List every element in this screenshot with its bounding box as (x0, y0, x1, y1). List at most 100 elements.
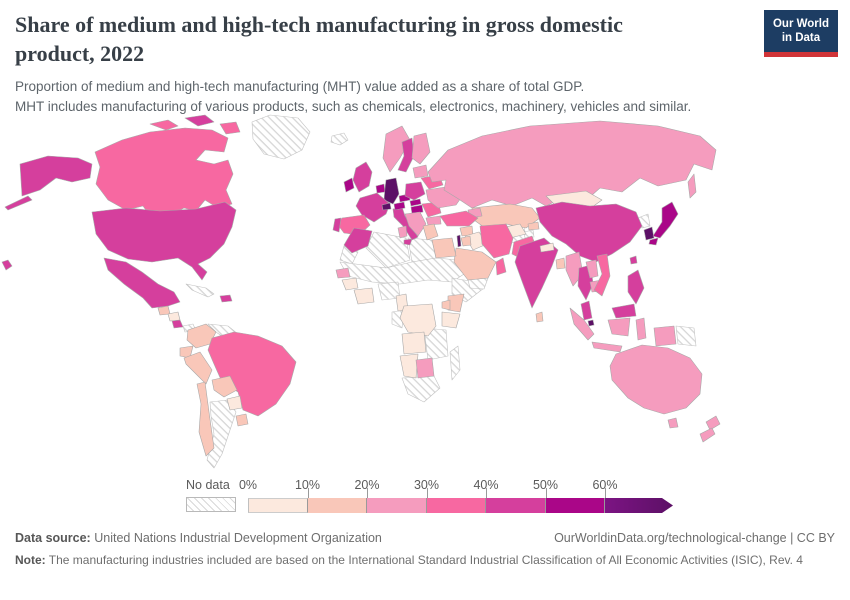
legend-bin-50-60[interactable] (545, 498, 605, 513)
country-canada[interactable] (94, 127, 234, 217)
country-algeria[interactable] (365, 231, 411, 269)
country-tunisia[interactable] (397, 225, 408, 239)
country-south-korea[interactable] (643, 226, 655, 241)
legend-bin-0-10[interactable] (248, 498, 308, 513)
country-guatemala[interactable] (157, 305, 171, 316)
country-peru[interactable] (183, 351, 213, 385)
country-mexico[interactable] (103, 257, 181, 309)
country-balkans[interactable] (404, 211, 427, 237)
country-austria[interactable] (393, 201, 406, 211)
country-papua-new-guinea[interactable] (675, 325, 697, 347)
country-russia-sakhalin[interactable] (687, 173, 697, 199)
country-kyrgyzstan[interactable] (527, 221, 540, 231)
country-dr-congo[interactable] (399, 303, 437, 337)
country-italy[interactable] (392, 206, 419, 241)
country-china[interactable] (535, 201, 643, 263)
country-bolivia[interactable] (211, 375, 238, 398)
country-ghana-ivory-coast[interactable] (353, 287, 375, 305)
country-norway[interactable] (382, 125, 411, 173)
country-baltics[interactable] (412, 164, 429, 179)
country-greece[interactable] (422, 223, 439, 241)
country-malaysia[interactable] (580, 300, 593, 321)
country-poland[interactable] (404, 181, 426, 201)
country-japan-kyushu[interactable] (648, 237, 659, 246)
legend-bin-60-plus[interactable] (605, 498, 673, 513)
country-benelux[interactable] (375, 183, 386, 194)
legend-bin-20-30[interactable] (367, 498, 427, 513)
country-egypt[interactable] (431, 237, 457, 259)
country-finland[interactable] (411, 132, 431, 165)
country-angola[interactable] (401, 331, 427, 355)
country-canada-arctic-3[interactable] (219, 121, 241, 135)
country-indonesia-papua[interactable] (653, 325, 677, 347)
country-hawaii[interactable] (1, 259, 13, 271)
country-slovakia[interactable] (409, 198, 422, 207)
country-jordan[interactable] (460, 235, 472, 247)
legend-bin-30-40[interactable] (426, 498, 486, 513)
country-guinea[interactable] (341, 277, 359, 291)
country-costa-rica[interactable] (171, 319, 184, 329)
country-bulgaria[interactable] (425, 215, 442, 226)
country-laos[interactable] (585, 259, 599, 279)
country-kenya[interactable] (447, 293, 465, 313)
country-alaska-aleutians[interactable] (4, 195, 33, 211)
country-sri-lanka[interactable] (535, 311, 544, 323)
country-india[interactable] (514, 237, 559, 309)
country-malaysia-borneo[interactable] (611, 303, 637, 319)
country-sicily[interactable] (403, 238, 413, 246)
country-iran[interactable] (479, 223, 514, 259)
country-canada-arctic-2[interactable] (184, 114, 215, 127)
country-senegal[interactable] (335, 267, 351, 279)
country-greenland[interactable] (251, 114, 311, 160)
country-indonesia-java[interactable] (591, 341, 623, 353)
country-switzerland[interactable] (381, 202, 392, 211)
legend-no-data-swatch[interactable] (186, 497, 236, 512)
country-chile[interactable] (196, 381, 215, 457)
country-tasmania[interactable] (667, 417, 679, 429)
country-south-africa[interactable] (401, 375, 441, 403)
country-nepal[interactable] (539, 242, 555, 253)
country-morocco[interactable] (343, 227, 373, 254)
country-brazil[interactable] (207, 331, 297, 417)
country-indonesia-kalimantan[interactable] (607, 317, 631, 337)
owid-link[interactable]: OurWorldinData.org/technological-change … (554, 531, 835, 545)
country-zambia-mozambique[interactable] (423, 327, 449, 361)
country-new-zealand-north[interactable] (705, 415, 721, 431)
legend-bin-40-50[interactable] (486, 498, 546, 513)
country-canada-arctic-1[interactable] (149, 119, 179, 131)
country-saudi-arabia[interactable] (453, 247, 497, 281)
country-cuba[interactable] (185, 283, 215, 298)
country-uruguay[interactable] (235, 413, 249, 427)
country-madagascar[interactable] (449, 345, 461, 381)
country-japan[interactable] (652, 201, 679, 239)
country-united-states[interactable] (91, 201, 237, 281)
country-new-zealand-south[interactable] (699, 427, 716, 443)
country-indonesia-sulawesi[interactable] (635, 317, 647, 341)
country-oman[interactable] (495, 257, 507, 276)
country-namibia[interactable] (399, 353, 419, 379)
country-bangladesh[interactable] (555, 257, 566, 270)
country-taiwan[interactable] (629, 255, 638, 265)
country-israel[interactable] (456, 234, 462, 248)
legend-bin-10-20[interactable] (307, 498, 367, 513)
country-alaska[interactable] (19, 155, 93, 197)
country-sahel-band[interactable] (339, 257, 465, 285)
country-sweden[interactable] (397, 137, 415, 173)
country-uganda[interactable] (441, 299, 451, 311)
country-ireland[interactable] (343, 177, 355, 193)
country-portugal[interactable] (332, 217, 342, 233)
country-tanzania[interactable] (441, 311, 461, 329)
country-botswana[interactable] (415, 357, 435, 379)
country-indonesia-sumatra[interactable] (569, 307, 595, 341)
country-vietnam[interactable] (593, 253, 611, 297)
country-singapore[interactable] (587, 319, 595, 327)
country-turkey[interactable] (439, 210, 479, 227)
country-france[interactable] (355, 192, 391, 223)
country-dominican-republic[interactable] (219, 294, 233, 303)
country-russia[interactable] (427, 120, 717, 209)
country-germany[interactable] (383, 177, 400, 205)
country-australia[interactable] (609, 344, 703, 415)
country-philippines[interactable] (627, 269, 645, 305)
country-iceland[interactable] (330, 132, 349, 146)
country-united-kingdom[interactable] (352, 161, 373, 193)
